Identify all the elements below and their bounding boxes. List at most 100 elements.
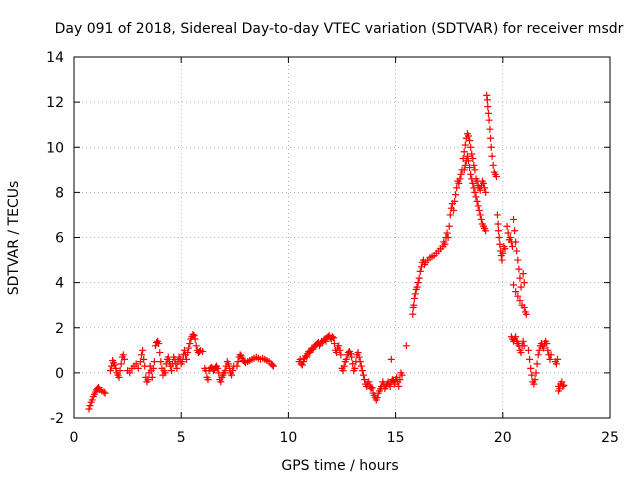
y-tick-label: 0 <box>55 366 64 382</box>
data-point <box>463 152 471 160</box>
data-point <box>111 361 119 369</box>
data-point <box>413 283 421 291</box>
data-point <box>535 346 543 354</box>
data-point <box>525 346 533 354</box>
data-point <box>185 344 193 352</box>
data-point <box>443 229 451 237</box>
data-point <box>492 173 500 181</box>
data-point <box>553 355 561 363</box>
y-tick-label: -2 <box>50 411 64 427</box>
data-point <box>474 202 482 210</box>
data-point <box>522 310 530 318</box>
data-point <box>139 346 147 354</box>
data-point <box>457 170 465 178</box>
data-point <box>398 371 406 379</box>
data-point <box>481 184 489 192</box>
data-point <box>473 197 481 205</box>
data-point <box>526 355 534 363</box>
data-point <box>168 367 176 375</box>
data-point <box>348 353 356 361</box>
data-point <box>461 161 469 169</box>
x-axis-label: GPS time / hours <box>281 458 398 474</box>
data-point <box>269 362 277 370</box>
data-point <box>531 376 539 384</box>
data-point <box>144 376 152 384</box>
data-point <box>199 347 207 355</box>
data-point <box>101 389 109 397</box>
data-point <box>499 249 507 257</box>
data-point <box>455 179 463 187</box>
data-point <box>387 355 395 363</box>
data-point <box>532 369 540 377</box>
x-tick-label: 20 <box>494 430 512 446</box>
data-point <box>441 240 449 248</box>
data-point <box>475 206 483 214</box>
data-point <box>155 340 163 348</box>
y-tick-label: 14 <box>46 50 64 66</box>
chart-title: Day 091 of 2018, Sidereal Day-to-day VTE… <box>55 21 624 37</box>
x-tick-label: 10 <box>279 430 297 446</box>
data-point <box>501 245 509 253</box>
data-point <box>464 132 472 140</box>
data-point <box>476 211 484 219</box>
data-point <box>480 179 488 187</box>
data-point <box>452 191 460 199</box>
data-point <box>299 358 307 366</box>
data-point <box>517 349 525 357</box>
data-point <box>444 234 452 241</box>
data-point <box>150 358 158 366</box>
data-point <box>504 229 512 237</box>
data-point <box>533 360 541 368</box>
data-point <box>487 143 495 151</box>
data-point <box>298 361 306 369</box>
data-point <box>520 279 528 287</box>
data-point <box>148 373 156 381</box>
data-point <box>409 310 417 318</box>
data-point <box>415 274 423 282</box>
data-point <box>134 364 142 372</box>
data-point <box>482 188 490 196</box>
data-point <box>510 215 518 223</box>
data-point <box>546 355 554 363</box>
data-point <box>156 349 164 357</box>
data-point <box>396 376 404 384</box>
data-point <box>268 361 276 369</box>
data-point <box>512 333 520 341</box>
data-point <box>119 351 127 359</box>
data-point <box>456 175 464 183</box>
data-point <box>85 405 93 413</box>
data-point <box>503 222 511 230</box>
data-point <box>513 247 521 255</box>
data-point <box>411 290 419 298</box>
data-point <box>527 364 535 372</box>
data-point <box>330 340 338 348</box>
x-tick-label: 0 <box>70 430 79 446</box>
data-point <box>472 193 480 201</box>
data-point <box>467 170 475 178</box>
y-tick-label: 4 <box>55 276 64 292</box>
data-point <box>544 346 552 354</box>
data-point <box>214 364 222 372</box>
data-point <box>365 378 373 386</box>
data-point <box>494 220 502 228</box>
data-point <box>471 188 479 196</box>
data-point <box>342 355 350 363</box>
x-tick-label: 25 <box>601 430 619 446</box>
data-point <box>120 355 128 363</box>
data-point <box>351 364 359 372</box>
data-point <box>410 294 418 302</box>
data-point <box>112 364 120 372</box>
data-point <box>359 371 367 379</box>
data-point <box>337 351 345 359</box>
data-point <box>534 351 542 359</box>
data-point <box>86 402 94 410</box>
data-point <box>361 376 369 384</box>
data-point <box>322 337 330 345</box>
data-point <box>559 382 567 390</box>
data-point <box>467 143 475 151</box>
data-point <box>336 346 344 354</box>
data-point <box>234 358 242 366</box>
data-point <box>358 367 366 375</box>
data-point <box>356 358 364 366</box>
